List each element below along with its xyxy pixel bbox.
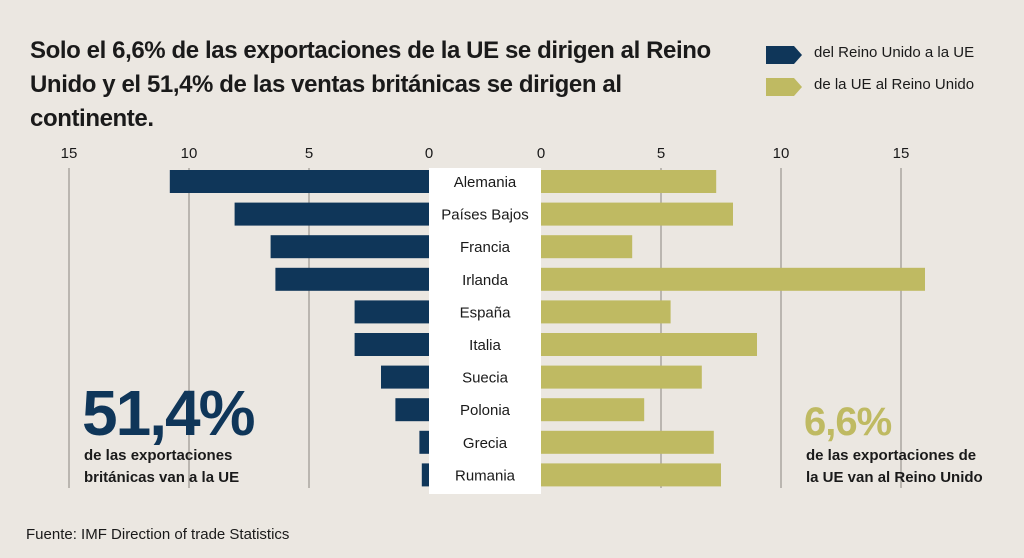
right-axis-tick-label: 15	[893, 145, 910, 162]
legend-swatch-eu-to-uk	[766, 78, 802, 96]
left-axis-tick-label: 10	[181, 145, 198, 162]
bar-uk-to-eu-9	[421, 463, 429, 487]
bar-uk-to-eu-0	[169, 170, 430, 193]
right-callout-line2: la UE van al Reino Unido	[806, 469, 983, 486]
bar-eu-to-uk-9	[541, 463, 721, 487]
left-axis-tick-label: 0	[425, 145, 433, 162]
category-label: Alemania	[454, 174, 517, 191]
left-callout-line1: de las exportaciones	[84, 447, 233, 464]
category-label: Suecia	[462, 370, 509, 387]
category-label: Irlanda	[462, 272, 509, 289]
bar-uk-to-eu-2	[270, 235, 429, 259]
category-label: España	[460, 304, 512, 321]
left-callout-line2: británicas van a la UE	[84, 469, 240, 486]
left-axis-tick-label: 15	[61, 145, 78, 162]
right-axis-tick-label: 10	[773, 145, 790, 162]
bar-uk-to-eu-3	[275, 267, 429, 291]
bar-eu-to-uk-7	[541, 398, 645, 422]
category-label: Países Bajos	[441, 207, 529, 224]
right-callout-line1: de las exportaciones de	[806, 447, 977, 464]
chart-title: Solo el 6,6% de las exportaciones de la …	[30, 37, 711, 132]
left-callout-value: 51,4%	[82, 377, 255, 449]
legend-label-uk-to-eu: del Reino Unido a la UE	[814, 44, 975, 61]
bar-eu-to-uk-4	[541, 300, 671, 324]
right-axis-tick-label: 0	[537, 145, 545, 162]
bar-eu-to-uk-1	[541, 202, 733, 226]
bar-eu-to-uk-6	[541, 365, 702, 389]
right-callout-value: 6,6%	[804, 400, 892, 444]
legend-swatch-uk-to-eu	[766, 46, 802, 64]
bar-uk-to-eu-8	[419, 430, 429, 454]
bar-uk-to-eu-4	[354, 300, 429, 324]
bar-uk-to-eu-6	[381, 365, 429, 389]
bar-eu-to-uk-3	[541, 267, 925, 291]
right-axis-tick-label: 5	[657, 145, 665, 162]
left-axis-tick-label: 5	[305, 145, 313, 162]
category-label-band	[429, 168, 541, 494]
bar-uk-to-eu-7	[395, 398, 429, 422]
category-label: Francia	[460, 239, 511, 256]
legend-label-eu-to-uk: de la UE al Reino Unido	[814, 76, 975, 93]
category-label: Polonia	[460, 402, 511, 419]
bar-uk-to-eu-5	[354, 333, 429, 356]
bar-eu-to-uk-8	[541, 430, 714, 454]
category-label: Grecia	[463, 435, 508, 452]
bar-uk-to-eu-1	[234, 202, 429, 226]
category-label: Rumania	[455, 467, 516, 484]
bar-eu-to-uk-5	[541, 333, 757, 356]
bar-eu-to-uk-0	[541, 170, 717, 193]
source-note: Fuente: IMF Direction of trade Statistic…	[26, 526, 290, 543]
bar-eu-to-uk-2	[541, 235, 633, 259]
category-label: Italia	[469, 337, 501, 354]
